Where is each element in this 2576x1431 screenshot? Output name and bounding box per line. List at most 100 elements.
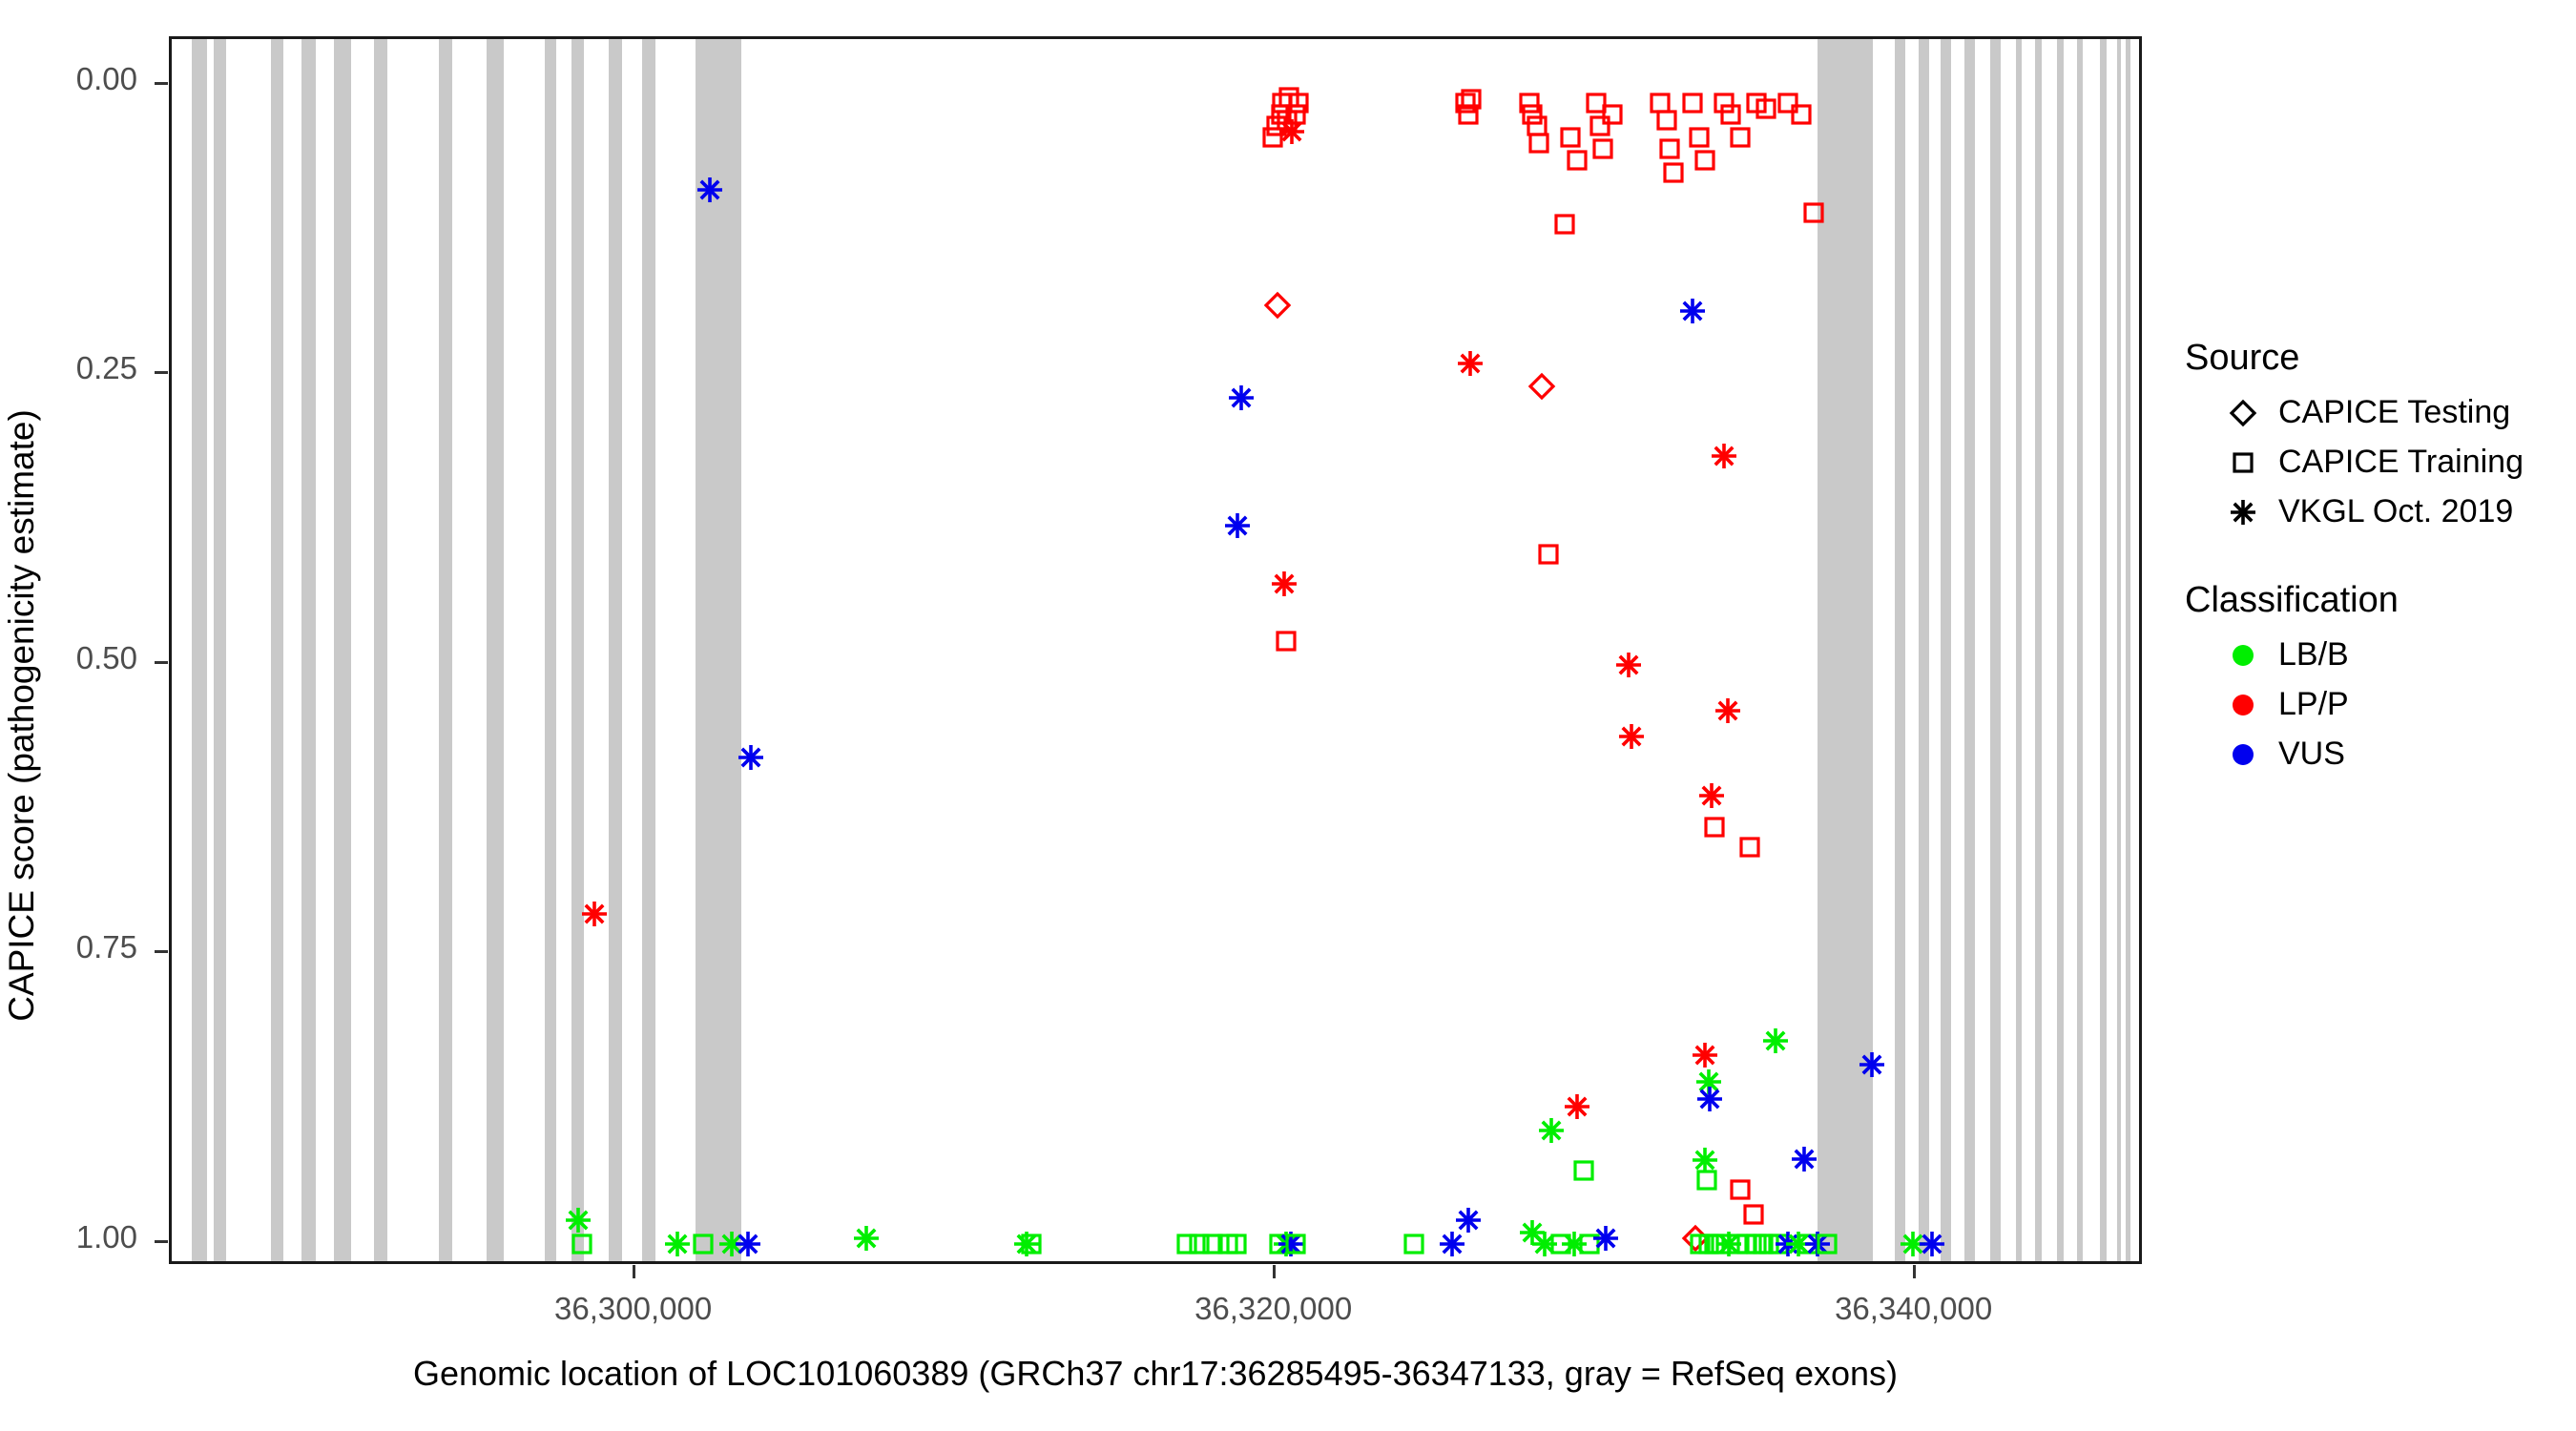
x-tick-mark (1912, 1265, 1916, 1278)
y-tick-mark (155, 1239, 168, 1243)
x-axis-title: Genomic location of LOC101060389 (GRCh37… (412, 1354, 1898, 1393)
data-point (1586, 112, 1614, 140)
exon-band (192, 39, 208, 1261)
exon-band (2099, 39, 2107, 1261)
exon-band (271, 39, 283, 1261)
data-point (1691, 1041, 1719, 1069)
data-point (663, 1230, 692, 1258)
data-point (1017, 1230, 1046, 1258)
data-point (1790, 1145, 1818, 1173)
exon-band (544, 39, 557, 1261)
data-point (1693, 1166, 1721, 1194)
data-point (1681, 1224, 1710, 1253)
data-point (1700, 813, 1729, 841)
data-point (1569, 1156, 1598, 1185)
y-axis-title: CAPICE score (pathogenicity estimate) (2, 409, 41, 1022)
data-point (1272, 627, 1300, 655)
data-point (1659, 158, 1688, 187)
data-point (1451, 89, 1480, 117)
legend-title-source: Source (2185, 338, 2300, 378)
square-icon (2208, 448, 2278, 477)
data-point (1784, 1230, 1813, 1258)
data-point (1556, 123, 1585, 152)
exon-band (2076, 39, 2084, 1261)
data-point (1646, 89, 1674, 117)
data-point (1764, 1230, 1793, 1258)
exon-band (1894, 39, 1905, 1261)
data-point (1563, 1092, 1591, 1121)
data-point (1707, 1230, 1735, 1258)
data-point (1589, 135, 1617, 163)
y-tick-label: 0.25 (75, 350, 137, 386)
y-tick-label: 0.00 (75, 60, 137, 96)
plot-area (172, 39, 2139, 1261)
data-point (1527, 372, 1556, 401)
data-point (1227, 384, 1256, 412)
legend-item-classification[interactable]: LB/B (2208, 631, 2566, 680)
data-point (1223, 511, 1252, 540)
exon-band (1817, 39, 1874, 1261)
data-point (852, 1224, 881, 1253)
data-point (1518, 1218, 1547, 1247)
data-point (1700, 1230, 1729, 1258)
data-point (1678, 89, 1707, 117)
color-dot-icon (2208, 740, 2278, 769)
data-point (1457, 85, 1485, 114)
x-tick-mark (632, 1265, 635, 1278)
data-point (1617, 722, 1646, 751)
data-point (1686, 1230, 1714, 1258)
legend-label: LP/P (2278, 686, 2349, 723)
y-tick-mark (155, 660, 168, 664)
exon-band (2126, 39, 2131, 1261)
data-point (1272, 1230, 1300, 1258)
legend-item-classification[interactable]: VUS (2208, 730, 2566, 779)
data-point (1726, 123, 1755, 152)
data-point (1262, 112, 1291, 140)
asterisk-icon (2208, 498, 2278, 527)
exon-band (333, 39, 352, 1261)
exon-band (609, 39, 622, 1261)
data-point (1678, 297, 1707, 325)
y-tick-mark (155, 950, 168, 954)
legend: Source CAPICE Testing CAPICE Training VKG… (2185, 338, 2566, 823)
data-point (1265, 1230, 1294, 1258)
exon-band (1940, 39, 1951, 1261)
data-point (1735, 833, 1764, 861)
data-point (1774, 89, 1802, 117)
data-point (1598, 100, 1627, 129)
data-point (1755, 1230, 1783, 1258)
x-tick-label: 36,320,000 (1195, 1291, 1353, 1326)
legend-item-source-diamond[interactable]: CAPICE Testing (2208, 388, 2566, 438)
data-point (1222, 1230, 1251, 1258)
data-point (1733, 1230, 1761, 1258)
data-point (1685, 123, 1714, 152)
data-point (1742, 89, 1771, 117)
y-tick-mark (155, 81, 168, 85)
exon-band (438, 39, 453, 1261)
data-point (1012, 1230, 1041, 1258)
data-point (1710, 442, 1738, 470)
data-point (1273, 106, 1301, 135)
data-point (1284, 89, 1313, 117)
legend-item-source-square[interactable]: CAPICE Training (2208, 438, 2566, 487)
plot-panel (169, 36, 2142, 1264)
data-point (1614, 651, 1643, 679)
data-point (1695, 1085, 1724, 1113)
legend-item-source-asterisk[interactable]: VKGL Oct. 2019 (2208, 487, 2566, 537)
data-point (1761, 1027, 1790, 1055)
data-point (1198, 1230, 1227, 1258)
data-point (1547, 1230, 1575, 1258)
legend-label: VUS (2278, 736, 2345, 773)
data-point (1454, 1206, 1483, 1234)
data-point (1550, 210, 1579, 238)
data-point (1716, 100, 1745, 129)
data-point (1277, 1230, 1305, 1258)
color-dot-icon (2208, 641, 2278, 670)
data-point (1534, 540, 1563, 569)
data-point (1726, 1175, 1755, 1204)
legend-item-classification[interactable]: LP/P (2208, 680, 2566, 730)
data-point (1275, 83, 1303, 112)
diamond-icon (2208, 399, 2278, 427)
x-tick-mark (1272, 1265, 1276, 1278)
data-point (1258, 123, 1287, 152)
